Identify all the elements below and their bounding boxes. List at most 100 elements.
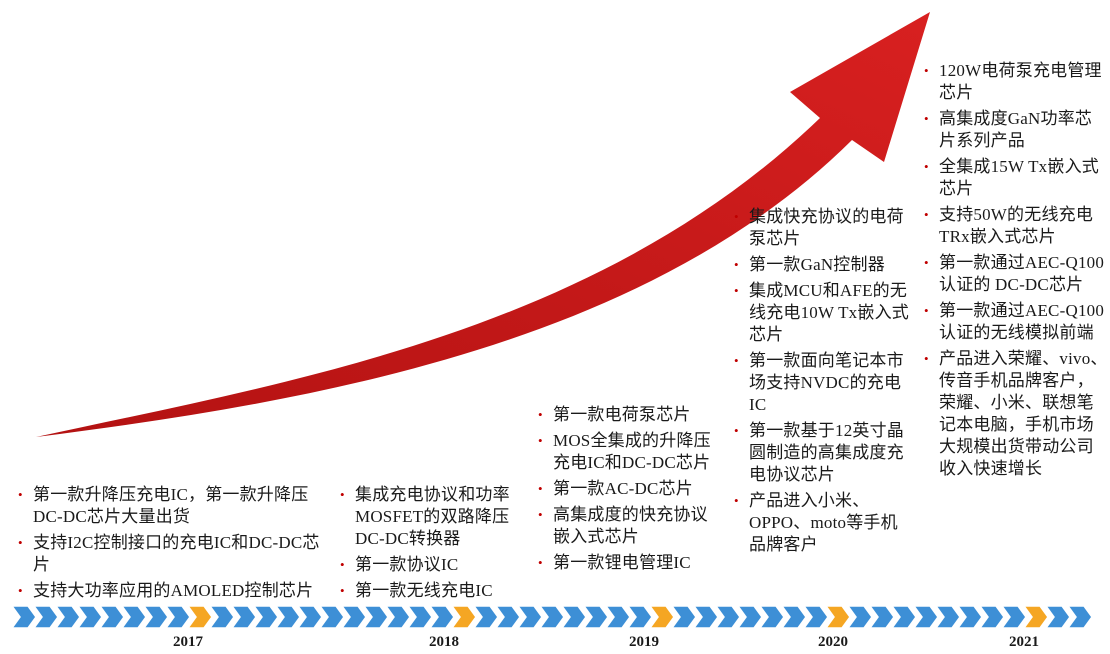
- bullet-icon: •: [734, 353, 739, 368]
- bullet-icon: •: [340, 557, 345, 572]
- bullet-icon: •: [924, 351, 929, 366]
- year-label-2020: 2020: [818, 634, 848, 650]
- milestone-text: 支持大功率应用的AMOLED控制芯片: [33, 581, 314, 600]
- bullet-icon: •: [340, 487, 345, 502]
- milestone-text: 第一款无线充电IC: [355, 581, 493, 600]
- year-label-2019: 2019: [629, 634, 659, 650]
- milestone-item: • 高集成度GaN功率芯片系列产品: [924, 108, 1108, 152]
- bullet-icon: •: [734, 283, 739, 298]
- milestone-text: 第一款GaN控制器: [749, 255, 885, 274]
- timeline-chevron: [10, 605, 37, 629]
- milestone-item: • 支持50W的无线充电TRx嵌入式芯片: [924, 204, 1108, 248]
- milestone-text: 集成MCU和AFE的无线充电10W Tx嵌入式芯片: [749, 281, 909, 344]
- timeline-chevron: [230, 605, 257, 629]
- milestone-item: • 第一款锂电管理IC: [538, 552, 723, 574]
- timeline-chevron: [1066, 605, 1093, 629]
- milestone-item: • 第一款GaN控制器: [734, 254, 914, 276]
- milestone-text: 第一款AC-DC芯片: [553, 479, 693, 498]
- milestone-item: • 第一款面向笔记本市场支持NVDC的充电IC: [734, 350, 914, 416]
- timeline-chevron: [472, 605, 499, 629]
- timeline-chevron: [692, 605, 719, 629]
- timeline-chevron: [384, 605, 411, 629]
- timeline-chevron-band: [10, 605, 1093, 629]
- bullet-icon: •: [538, 555, 543, 570]
- milestone-text: 第一款锂电管理IC: [553, 553, 691, 572]
- bullet-icon: •: [18, 535, 23, 550]
- timeline-chevron: [98, 605, 125, 629]
- milestone-item: • 高集成度的快充协议嵌入式芯片: [538, 504, 723, 548]
- bullet-icon: •: [734, 493, 739, 508]
- milestone-text: 支持50W的无线充电TRx嵌入式芯片: [939, 205, 1094, 246]
- timeline-chevron: [934, 605, 961, 629]
- timeline-chevron: [252, 605, 279, 629]
- bullet-icon: •: [734, 257, 739, 272]
- timeline-chevron: [736, 605, 763, 629]
- milestone-item: • 支持I2C控制接口的充电IC和DC-DC芯片: [18, 532, 336, 576]
- milestone-text: 第一款通过AEC-Q100认证的无线模拟前端: [939, 301, 1105, 342]
- timeline-chevron: [912, 605, 939, 629]
- timeline-chevron: [560, 605, 587, 629]
- milestone-item: • 全集成15W Tx嵌入式芯片: [924, 156, 1108, 200]
- milestone-item: • 第一款通过AEC-Q100认证的无线模拟前端: [924, 300, 1108, 344]
- timeline-chevron: [428, 605, 455, 629]
- milestone-item: • MOS全集成的升降压充电IC和DC-DC芯片: [538, 430, 723, 474]
- milestone-column-2020: • 集成快充协议的电荷泵芯片 • 第一款GaN控制器 • 集成MCU和AFE的无线充电10…: [734, 206, 914, 560]
- bullet-icon: •: [924, 303, 929, 318]
- milestone-item: • 支持大功率应用的AMOLED控制芯片: [18, 580, 336, 602]
- timeline-marker-chevron: [824, 605, 851, 629]
- milestone-text: 集成充电协议和功率MOSFET的双路降压DC-DC转换器: [355, 485, 510, 548]
- milestone-text: 产品进入小米、OPPO、moto等手机品牌客户: [749, 491, 898, 554]
- milestone-column-2017: • 第一款升降压充电IC，第一款升降压DC-DC芯片大量出货 • 支持I2C控制接口的…: [18, 484, 336, 606]
- milestone-text: 第一款升降压充电IC，第一款升降压DC-DC芯片大量出货: [33, 485, 309, 526]
- milestone-item: • 第一款AC-DC芯片: [538, 478, 723, 500]
- bullet-icon: •: [538, 433, 543, 448]
- timeline-chevron: [340, 605, 367, 629]
- timeline-chevron: [296, 605, 323, 629]
- timeline-chevron: [626, 605, 653, 629]
- timeline-chevron: [670, 605, 697, 629]
- bullet-icon: •: [538, 507, 543, 522]
- milestone-column-2019: • 第一款电荷泵芯片 • MOS全集成的升降压充电IC和DC-DC芯片 • 第一款AC-D…: [538, 404, 723, 578]
- timeline-marker-chevron: [1022, 605, 1049, 629]
- milestone-item: • 第一款基于12英寸晶圆制造的高集成度充电协议芯片: [734, 420, 914, 486]
- bullet-icon: •: [538, 481, 543, 496]
- timeline-chevron: [362, 605, 389, 629]
- timeline-chevron: [406, 605, 433, 629]
- milestone-column-2018: • 集成充电协议和功率MOSFET的双路降压DC-DC转换器 • 第一款协议IC • 第一…: [340, 484, 522, 606]
- milestone-item: • 第一款升降压充电IC，第一款升降压DC-DC芯片大量出货: [18, 484, 336, 528]
- milestone-text: 高集成度的快充协议嵌入式芯片: [553, 505, 708, 546]
- milestone-item: • 第一款无线充电IC: [340, 580, 522, 602]
- bullet-icon: •: [18, 583, 23, 598]
- timeline-chevron: [494, 605, 521, 629]
- milestone-text: 高集成度GaN功率芯片系列产品: [939, 109, 1093, 150]
- timeline-chevron: [274, 605, 301, 629]
- bullet-icon: •: [538, 407, 543, 422]
- year-label-2021: 2021: [1009, 634, 1039, 650]
- milestone-item: • 第一款协议IC: [340, 554, 522, 576]
- milestone-column-2021: • 120W电荷泵充电管理芯片 • 高集成度GaN功率芯片系列产品 • 全集成15W Tx…: [924, 60, 1108, 484]
- bullet-icon: •: [924, 207, 929, 222]
- timeline-chevron: [582, 605, 609, 629]
- bullet-icon: •: [924, 63, 929, 78]
- milestone-item: • 第一款电荷泵芯片: [538, 404, 723, 426]
- timeline-chevron: [318, 605, 345, 629]
- timeline-chevron: [142, 605, 169, 629]
- timeline-marker-chevron: [648, 605, 675, 629]
- timeline-chevron: [32, 605, 59, 629]
- milestone-item: • 集成快充协议的电荷泵芯片: [734, 206, 914, 250]
- timeline-chevron: [538, 605, 565, 629]
- timeline-chevron: [1044, 605, 1071, 629]
- bullet-icon: •: [924, 255, 929, 270]
- year-label-2017: 2017: [173, 634, 203, 650]
- milestone-item: • 集成充电协议和功率MOSFET的双路降压DC-DC转换器: [340, 484, 522, 550]
- year-label-2018: 2018: [429, 634, 459, 650]
- milestone-text: 全集成15W Tx嵌入式芯片: [939, 157, 1099, 198]
- milestone-text: 第一款基于12英寸晶圆制造的高集成度充电协议芯片: [749, 421, 904, 484]
- milestone-item: • 第一款通过AEC-Q100认证的 DC-DC芯片: [924, 252, 1108, 296]
- milestone-text: 产品进入荣耀、vivo、传音手机品牌客户，荣耀、小米、联想笔记本电脑，手机市场大…: [939, 349, 1108, 478]
- timeline-chevron: [604, 605, 631, 629]
- milestone-item: • 120W电荷泵充电管理芯片: [924, 60, 1108, 104]
- timeline-chevron: [846, 605, 873, 629]
- timeline-chevron: [780, 605, 807, 629]
- timeline-chevron: [714, 605, 741, 629]
